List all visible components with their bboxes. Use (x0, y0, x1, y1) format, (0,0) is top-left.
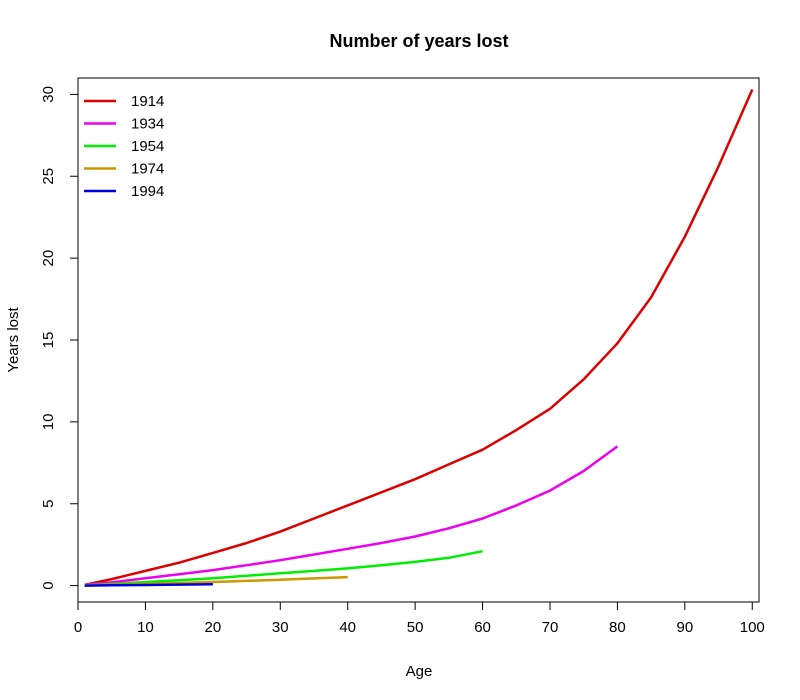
x-axis-label: Age (406, 663, 433, 680)
x-tick-label: 30 (272, 619, 289, 636)
series-line-1954 (84, 549, 483, 587)
legend-label-1954: 1954 (131, 138, 164, 155)
y-tick-label: 10 (40, 414, 57, 431)
y-tick-label: 15 (40, 332, 57, 349)
x-tick-label: 70 (542, 619, 559, 636)
x-tick-label: 80 (609, 619, 626, 636)
x-tick-label: 10 (137, 619, 154, 636)
series-line-1994 (84, 583, 213, 587)
x-tick-label: 100 (740, 619, 765, 636)
x-tick-label: 50 (407, 619, 424, 636)
y-tick-label: 5 (40, 500, 57, 508)
x-tick-label: 90 (676, 619, 693, 636)
legend-label-1914: 1914 (131, 93, 164, 110)
x-tick-label: 40 (339, 619, 356, 636)
legend-label-1974: 1974 (131, 161, 164, 178)
x-axis: 0 10 20 30 40 50 60 70 80 90 100 (74, 601, 765, 636)
series-line-1914 (84, 88, 754, 587)
chart-title: Number of years lost (329, 31, 508, 51)
x-tick-label: 0 (74, 619, 82, 636)
y-axis: 0 5 10 15 20 25 30 (40, 86, 79, 590)
series-lines (84, 88, 754, 587)
series-line-1934 (84, 445, 619, 587)
legend: 1914 1934 1954 1974 1994 (84, 93, 164, 200)
x-tick-label: 20 (205, 619, 222, 636)
y-tick-label: 30 (40, 86, 57, 103)
plot-frame (77, 77, 760, 603)
y-tick-label: 0 (40, 581, 57, 589)
y-axis-label: Years lost (5, 307, 22, 373)
legend-label-1994: 1994 (131, 183, 164, 200)
y-tick-label: 20 (40, 250, 57, 267)
y-tick-label: 25 (40, 168, 57, 185)
x-tick-label: 60 (474, 619, 491, 636)
legend-label-1934: 1934 (131, 116, 164, 133)
